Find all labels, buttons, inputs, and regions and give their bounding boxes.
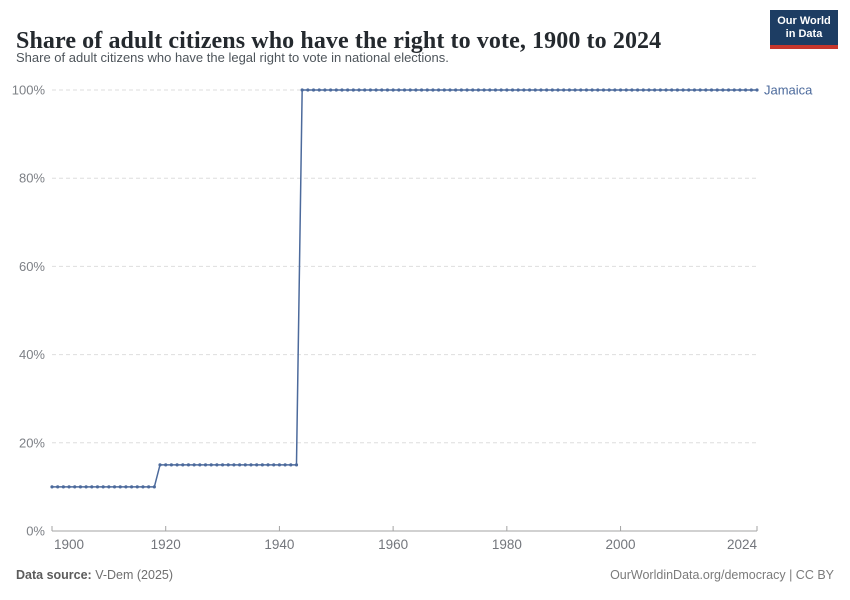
owid-logo-line2: in Data <box>785 28 823 40</box>
svg-text:80%: 80% <box>19 171 45 186</box>
owid-logo[interactable]: Our World in Data <box>770 10 838 49</box>
data-source-value: V-Dem (2025) <box>91 568 174 582</box>
svg-text:1920: 1920 <box>151 537 181 552</box>
data-source-label: Data source: <box>16 568 92 582</box>
x-axis-tick-labels: 1900 1920 1940 1960 1980 2000 2024 <box>54 537 757 552</box>
svg-text:20%: 20% <box>19 435 45 450</box>
svg-text:60%: 60% <box>19 259 45 274</box>
series-label-jamaica[interactable]: Jamaica <box>764 83 813 98</box>
svg-text:1960: 1960 <box>378 537 408 552</box>
owid-logo-line1: Our World <box>777 15 831 27</box>
gridlines <box>52 89 757 444</box>
svg-text:0%: 0% <box>26 524 45 539</box>
owid-url-license[interactable]: OurWorldinData.org/democracy | CC BY <box>610 568 834 582</box>
chart-subtitle: Share of adult citizens who have the leg… <box>16 50 449 65</box>
svg-text:100%: 100% <box>12 83 46 98</box>
y-axis-tick-labels: 0% 20% 40% 60% 80% 100% <box>12 83 46 539</box>
data-source-note: Data source: V-Dem (2025) <box>16 568 173 582</box>
line-series-jamaica[interactable] <box>50 88 759 489</box>
svg-text:1980: 1980 <box>492 537 522 552</box>
x-axis <box>51 526 758 532</box>
chart-footer: Data source: V-Dem (2025) OurWorldinData… <box>16 568 834 582</box>
svg-text:1940: 1940 <box>264 537 294 552</box>
svg-text:2000: 2000 <box>606 537 636 552</box>
svg-text:1900: 1900 <box>54 537 84 552</box>
page-title: Share of adult citizens who have the rig… <box>16 28 662 55</box>
svg-text:40%: 40% <box>19 347 45 362</box>
svg-text:2024: 2024 <box>727 537 758 552</box>
